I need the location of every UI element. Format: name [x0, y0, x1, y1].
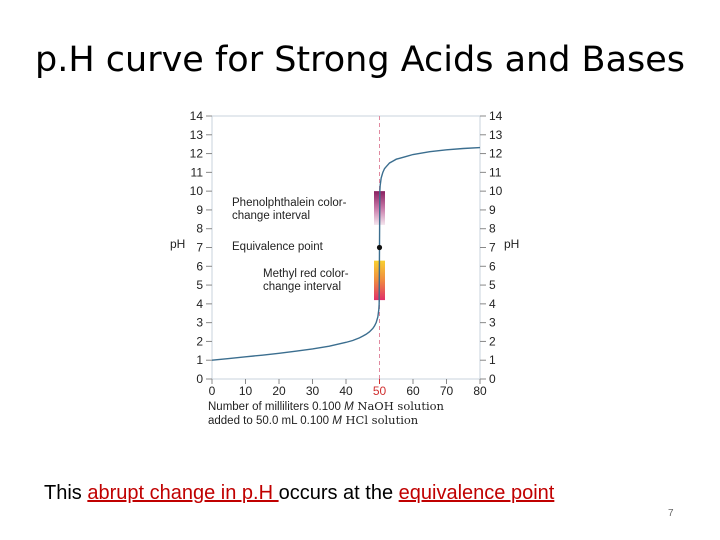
y-tick-label-left: 0: [196, 372, 203, 386]
y-tick-label-left: 12: [190, 147, 204, 161]
y-tick-label-left: 4: [196, 297, 203, 311]
y-tick-label-left: 6: [196, 259, 203, 273]
y-tick-label-right: 13: [489, 128, 503, 142]
x-tick-label: 20: [272, 384, 286, 398]
y-tick-label-right: 12: [489, 147, 503, 161]
y-tick-label-right: 8: [489, 222, 496, 236]
y-tick-label-right: 3: [489, 316, 496, 330]
methyl-red-label-line2: change interval: [263, 281, 341, 293]
y-tick-label-left: 14: [190, 109, 204, 123]
y-tick-label-right: 10: [489, 184, 503, 198]
y-tick-label-right: 7: [489, 241, 496, 255]
y-tick-label-right: 5: [489, 278, 496, 292]
x-tick-label: 10: [239, 384, 253, 398]
x-tick-label: 50: [373, 384, 387, 398]
y-tick-label-right: 0: [489, 372, 496, 386]
y-tick-label-right: 1: [489, 353, 496, 367]
y-tick-label-right: 2: [489, 334, 496, 348]
x-tick-label: 30: [306, 384, 320, 398]
y-axis-label-left: pH: [170, 237, 185, 251]
x-tick-label: 40: [339, 384, 353, 398]
y-tick-label-right: 4: [489, 297, 496, 311]
equivalence-point-label: Equivalence point: [232, 241, 324, 253]
y-tick-label-right: 11: [489, 165, 502, 179]
y-tick-label-left: 10: [190, 184, 204, 198]
page-number: 7: [668, 508, 674, 519]
y-tick-label-right: 14: [489, 109, 503, 123]
titration-curve: [211, 146, 481, 361]
caption-part-1: This: [44, 482, 88, 504]
caption-part-3: occurs at the: [278, 482, 399, 504]
y-tick-label-left: 9: [196, 203, 203, 217]
y-tick-label-left: 3: [196, 316, 203, 330]
y-tick-label-left: 2: [196, 334, 203, 348]
y-tick-label-left: 7: [196, 241, 203, 255]
y-tick-label-right: 9: [489, 203, 496, 217]
y-tick-label-left: 1: [196, 353, 203, 367]
y-tick-label-left: 13: [190, 128, 204, 142]
equivalence-point-marker: [376, 244, 383, 251]
y-tick-label-left: 8: [196, 222, 203, 236]
phenolphthalein-label-line2: change interval: [232, 210, 310, 222]
x-axis-label-line2: added to 50.0 mL 0.100 M HCl solution: [208, 413, 419, 427]
y-tick-label-left: 5: [196, 278, 203, 292]
y-tick-label-left: 11: [191, 165, 204, 179]
x-tick-label: 70: [440, 384, 454, 398]
x-axis-label-line1: Number of milliliters 0.100 M NaOH solut…: [208, 399, 445, 413]
y-tick-label-right: 6: [489, 259, 496, 273]
slide-title: p.H curve for Strong Acids and Bases: [34, 40, 686, 80]
x-ticks: 0 10 20 30 40 50 60 70 80: [209, 379, 487, 398]
caption-equivalence-point: equivalence point: [398, 482, 555, 504]
slide-caption: This abrupt change in p.H occurs at the …: [44, 482, 554, 505]
x-tick-label: 0: [209, 384, 216, 398]
caption-abrupt-change: abrupt change in p.H: [87, 482, 279, 504]
y-axis-label-right: pH: [504, 237, 519, 251]
x-tick-label: 60: [406, 384, 420, 398]
x-tick-label: 80: [473, 384, 487, 398]
phenolphthalein-label-line1: Phenolphthalein color-: [232, 197, 347, 209]
methyl-red-label-line1: Methyl red color-: [263, 268, 349, 280]
